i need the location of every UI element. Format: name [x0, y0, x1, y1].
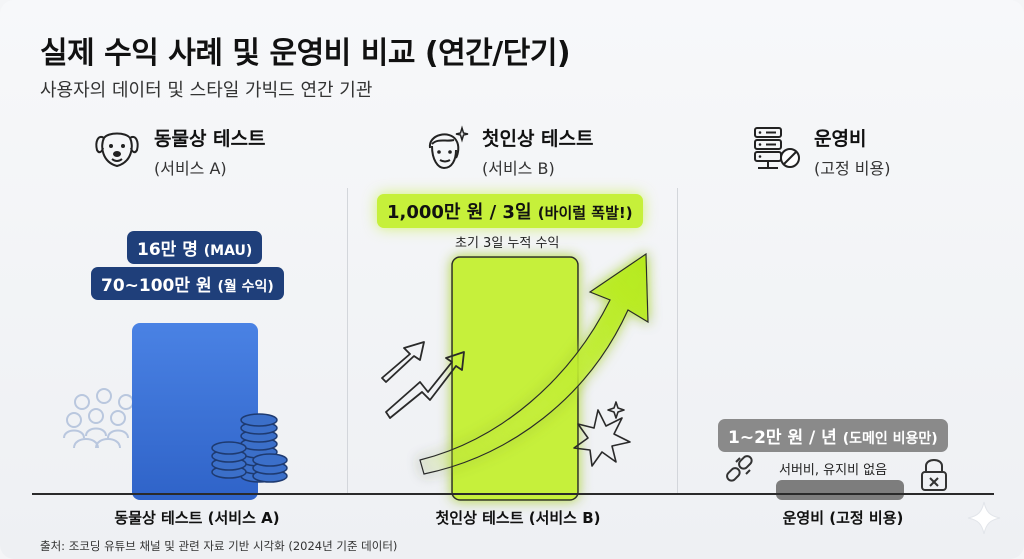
label-main: 1~2만 원 / 년 [728, 428, 837, 448]
face-sparkle-icon [428, 125, 469, 170]
page-title: 실제 수익 사례 및 운영비 비교 (연간/단기) [40, 36, 571, 71]
label-unit: (월 수익) [217, 279, 274, 295]
column-sub: (고정 비용) [814, 159, 891, 178]
chart-baseline [32, 493, 994, 495]
label-note: (바이럴 폭발!) [537, 204, 633, 222]
lock-icon [921, 459, 947, 491]
label-service-b-caption: 초기 3일 누적 수익 [455, 236, 560, 251]
column-name: 운영비 [814, 128, 867, 150]
label-note: (도메인 비용만) [842, 431, 938, 447]
page-subtitle: 사용자의 데이터 및 스타일 가빅드 연간 기관 [40, 80, 373, 101]
dog-face-icon [95, 132, 139, 168]
label-service-a-revenue: 70~100만 원 (월 수익) [91, 267, 284, 300]
column-sub: (서비스 B) [482, 159, 555, 178]
column-header-service-a: 동물상 테스트 (서비스 A) [92, 124, 266, 179]
label-main: 16만 명 [137, 240, 198, 260]
column-divider [347, 188, 348, 493]
label-unit: (MAU) [203, 243, 253, 259]
bar-operating-cost [776, 480, 904, 500]
column-sub: (서비스 A) [154, 159, 227, 178]
server-no-cost-icon [754, 127, 800, 169]
source-caption: 출처: 조코딩 유튜브 채널 및 관련 자료 기반 시각화 (2024년 기준 … [40, 539, 398, 553]
label-main: 1,000만 원 / 3일 [387, 202, 532, 223]
label-main: 70~100만 원 [101, 276, 212, 296]
users-crowd-icon [63, 388, 134, 449]
category-label: 첫인상 테스트 (서비스 B) [435, 509, 601, 527]
column-name: 첫인상 테스트 [482, 128, 594, 150]
column-name: 동물상 테스트 [154, 128, 266, 150]
rising-arrow-icon [419, 252, 649, 475]
label-operating-cost-caption: 서버비, 유지비 없음 [779, 463, 888, 478]
trend-arrows-icon [381, 341, 465, 419]
broken-chain-icon [726, 455, 753, 482]
coin-stack-icon [211, 413, 288, 483]
column-header-operating-cost: 운영비 (고정 비용) [752, 124, 890, 179]
category-label: 운영비 (고정 비용) [782, 509, 904, 527]
burst-sparkle-icon [573, 401, 631, 467]
column-header-service-b: 첫인상 테스트 (서비스 B) [420, 124, 594, 179]
sparkle-icon [967, 501, 1001, 535]
label-operating-cost: 1~2만 원 / 년 (도메인 비용만) [718, 419, 948, 452]
label-service-b-revenue: 1,000만 원 / 3일 (바이럴 폭발!) [377, 194, 643, 228]
category-label: 동물상 테스트 (서비스 A) [114, 509, 280, 527]
label-service-a-users: 16만 명 (MAU) [127, 231, 263, 264]
column-divider [677, 188, 678, 493]
